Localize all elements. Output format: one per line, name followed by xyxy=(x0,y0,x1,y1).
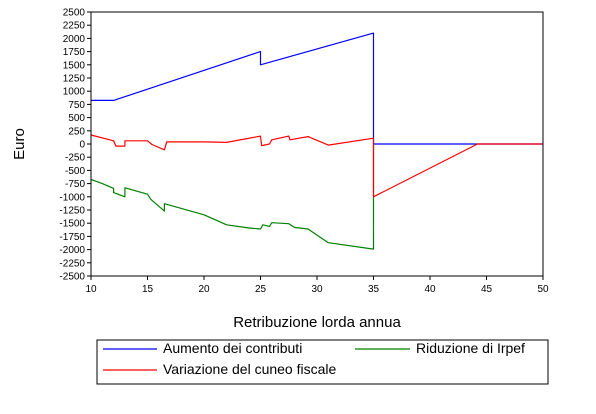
y-tick-label: -1500 xyxy=(59,219,85,230)
y-tick-label: 2000 xyxy=(63,34,86,45)
y-tick-label: 1750 xyxy=(63,47,86,58)
y-tick-label: -1750 xyxy=(59,232,85,243)
x-tick-label: 10 xyxy=(85,284,97,295)
y-tick-label: -1000 xyxy=(59,192,85,203)
y-tick-label: 250 xyxy=(68,126,85,137)
y-tick-label: 2250 xyxy=(63,21,86,32)
y-tick-label: -2000 xyxy=(59,245,85,256)
y-tick-label: 1500 xyxy=(63,60,86,71)
y-tick-label: 750 xyxy=(68,100,85,111)
series-line-2 xyxy=(90,144,375,250)
y-axis-title: Euro xyxy=(11,128,28,160)
y-tick-label: -2500 xyxy=(59,272,85,283)
legend-label-1: Aumento dei contributi xyxy=(163,340,302,356)
series-layer xyxy=(90,32,543,250)
legend: Aumento dei contributi Riduzione di Irpef… xyxy=(96,339,549,385)
x-tick-label: 45 xyxy=(481,284,493,295)
series-line-1 xyxy=(91,32,543,145)
y-tick-label: -1250 xyxy=(59,206,85,217)
x-tick-label: 50 xyxy=(537,284,549,295)
legend-label-2: Riduzione di Irpef xyxy=(416,340,525,356)
y-tick-label: 1000 xyxy=(63,87,86,98)
y-tick-label: -2250 xyxy=(59,258,85,269)
y-tick-label: -500 xyxy=(65,166,85,177)
x-tick-label: 35 xyxy=(368,284,380,295)
y-tick-label: 2500 xyxy=(63,8,86,19)
y-tick-label: -750 xyxy=(65,179,85,190)
x-axis-title: Retribuzione lorda annua xyxy=(233,314,401,331)
x-tick-label: 20 xyxy=(198,284,210,295)
legend-box xyxy=(96,339,549,385)
x-tick-label: 40 xyxy=(424,284,436,295)
y-tick-label: -250 xyxy=(65,153,85,164)
x-tick-label: 30 xyxy=(311,284,323,295)
y-tick-label: 500 xyxy=(68,113,85,124)
x-tick-label: 15 xyxy=(142,284,154,295)
y-tick-label: 0 xyxy=(79,140,85,151)
x-tick-label: 25 xyxy=(255,284,267,295)
ticks-layer: 10 15 20 25 30 35 40 45 502500225020001750150012… xyxy=(59,8,549,296)
y-tick-label: 1250 xyxy=(63,74,86,85)
series-line-3 xyxy=(90,134,543,198)
legend-label-3: Variazione del cuneo fiscale xyxy=(163,361,337,377)
